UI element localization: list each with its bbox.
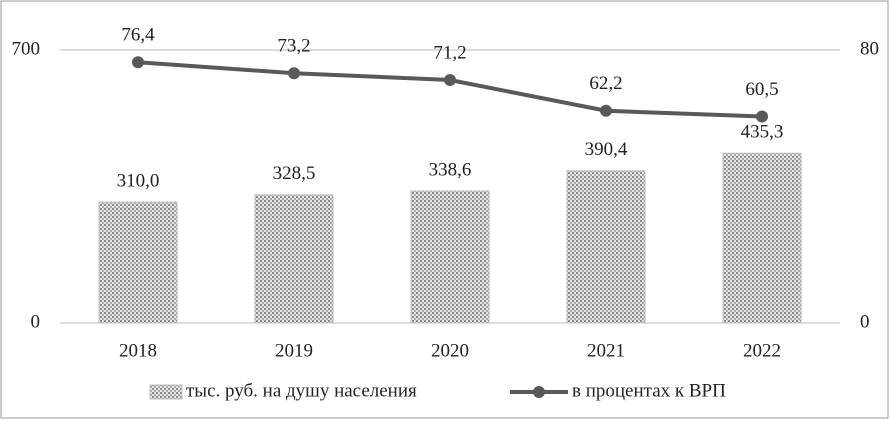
y2-tick-label: 0	[860, 311, 870, 332]
bar	[566, 170, 646, 324]
x-tick-label: 2021	[587, 340, 625, 361]
x-tick-label: 2019	[275, 340, 313, 361]
bar	[254, 194, 334, 324]
line-value-label: 60,5	[745, 79, 778, 100]
bar-value-label: 310,0	[117, 170, 160, 191]
line	[137, 60, 763, 119]
bar-value-label: 390,4	[585, 139, 628, 160]
y2-tick-label: 80	[860, 38, 879, 59]
bar	[410, 190, 490, 324]
line-value-label: 73,2	[277, 36, 310, 57]
bar-value-label: 328,5	[273, 163, 316, 184]
y-tick-label: 700	[12, 38, 41, 59]
legend-label: тыс. руб. на душу населения	[186, 380, 417, 401]
x-tick-label: 2022	[743, 340, 781, 361]
line-value-label: 71,2	[433, 42, 466, 63]
line-marker	[600, 104, 612, 117]
line-value-label: 62,2	[589, 73, 622, 94]
line-marker	[756, 110, 768, 123]
legend-label: в процентах к ВРП	[572, 380, 726, 401]
bar	[722, 152, 802, 324]
x-tick-label: 2018	[119, 340, 157, 361]
line-marker	[132, 56, 144, 69]
line-marker	[444, 74, 456, 87]
bar	[98, 201, 178, 324]
bar-value-label: 338,6	[429, 159, 472, 180]
legend-swatch	[149, 384, 183, 400]
bar-value-label: 435,3	[741, 122, 784, 143]
legend-swatch-marker	[533, 386, 545, 398]
y-tick-label: 0	[31, 311, 41, 332]
line-marker	[288, 67, 300, 80]
line-value-label: 76,4	[121, 25, 155, 46]
x-tick-label: 2020	[431, 340, 469, 361]
